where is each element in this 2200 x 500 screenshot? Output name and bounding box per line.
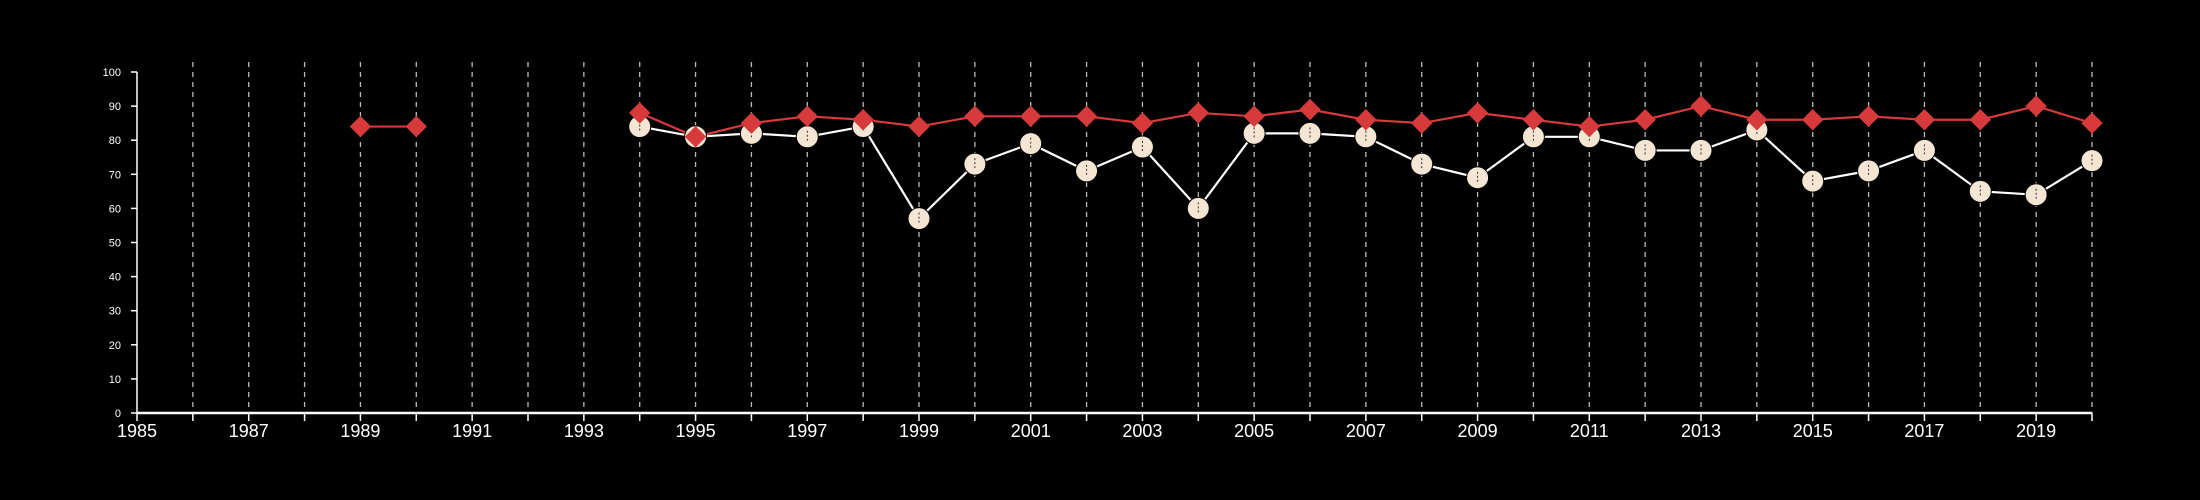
x-tick-label: 1999 [899, 421, 939, 441]
x-tick-label: 1993 [564, 421, 604, 441]
x-tick-label: 1987 [229, 421, 269, 441]
x-tick-label: 1985 [117, 421, 157, 441]
gridlines [192, 62, 2093, 413]
x-tick-label: 2007 [1346, 421, 1386, 441]
series-2-point-2005 [1243, 105, 1265, 128]
series-2-point-2017 [1913, 109, 1936, 131]
series-2-point-2020 [2081, 112, 2103, 134]
series-2-point-2012 [1634, 109, 1656, 131]
series-2-point-1996 [740, 112, 763, 134]
series-2-point-2016 [1857, 105, 1880, 128]
series-2-point-1998 [852, 109, 874, 131]
x-tick-label: 2013 [1681, 421, 1721, 441]
y-tick-label: 30 [109, 306, 121, 318]
series-2-point-2011 [1578, 115, 1600, 138]
series-2-point-2013 [1690, 95, 1712, 117]
x-tick-label: 2011 [1570, 421, 1609, 441]
x-tick-label: 2005 [1234, 421, 1274, 441]
series-2-point-2010 [1522, 109, 1545, 131]
series-2-point-1997 [796, 105, 818, 128]
series-2-point-2000 [964, 105, 986, 128]
x-tick-label: 2001 [1011, 421, 1051, 441]
series [349, 95, 2104, 231]
series-2-point-2009 [1466, 102, 1489, 124]
series-2-point-2014 [1746, 109, 1768, 131]
series-2-point-2004 [1187, 102, 1209, 124]
series-2-point-2008 [1411, 112, 1433, 134]
series-2-point-2019 [2025, 95, 2047, 117]
x-tick-label: 2019 [2016, 421, 2056, 441]
y-tick-label: 60 [109, 203, 121, 215]
x-tick-label: 1995 [676, 421, 716, 441]
y-tick-label: 40 [109, 272, 121, 284]
series-2-point-2015 [1802, 109, 1824, 131]
series-2-point-1994 [629, 102, 651, 124]
y-tick-label: 20 [109, 340, 121, 352]
x-tick-label: 1991 [452, 421, 492, 441]
y-tick-label: 90 [109, 101, 121, 113]
y-tick-label: 0 [115, 408, 121, 420]
y-tick-label: 100 [103, 67, 121, 79]
y-tick-label: 70 [109, 169, 121, 181]
axes: 0 10 20 30 40 50 60 70 80 90 100 1985 1987 1989 1991 19… [103, 67, 2093, 441]
y-tick-label: 80 [109, 135, 121, 147]
series-2-point-1995 [684, 126, 707, 148]
y-tick-label: 50 [109, 238, 121, 250]
x-tick-label: 1997 [787, 421, 827, 441]
series-2-point-2003 [1131, 112, 1154, 134]
series-2-point-2007 [1355, 109, 1377, 131]
series-2-point-2006 [1299, 98, 1321, 121]
x-tick-label: 2003 [1122, 421, 1162, 441]
x-tick-label: 2009 [1458, 421, 1498, 441]
series-2-point-2018 [1969, 109, 1991, 131]
series-2-point-2001 [1020, 105, 1042, 128]
series-2-point-2002 [1075, 105, 1098, 128]
series-2-point-1990 [405, 115, 427, 138]
y-tick-label: 10 [109, 374, 121, 386]
x-tick-label: 1989 [340, 421, 380, 441]
x-tick-label: 2017 [1904, 421, 1944, 441]
x-tick-label: 2015 [1793, 421, 1833, 441]
series-2-point-1989 [349, 115, 372, 138]
series-2-point-1999 [908, 115, 930, 138]
